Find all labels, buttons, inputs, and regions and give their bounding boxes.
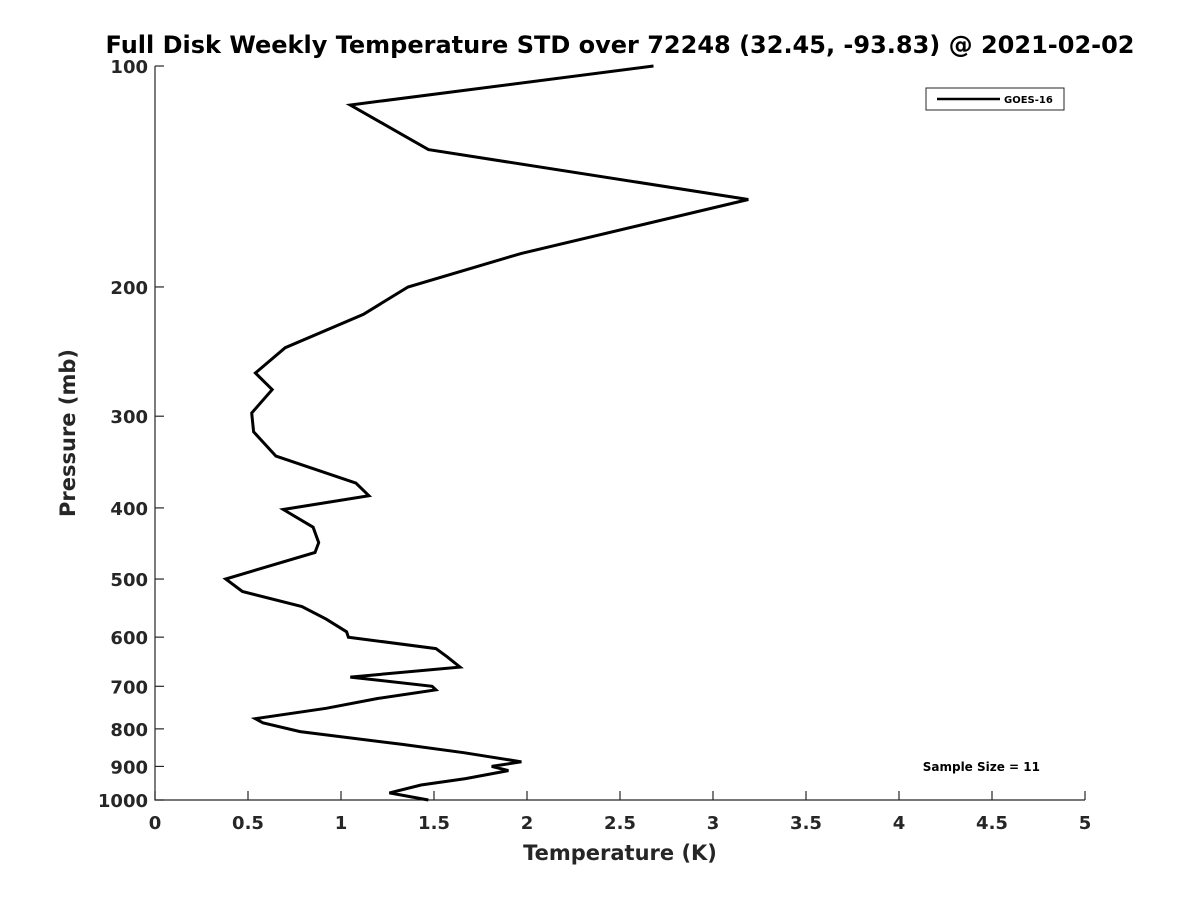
plot-area — [154, 66, 1085, 801]
chart-title: Full Disk Weekly Temperature STD over 72… — [106, 31, 1135, 59]
y-tick-label: 600 — [110, 628, 148, 649]
x-tick-label: 5 — [1079, 813, 1092, 834]
y-tick-label: 300 — [110, 407, 148, 428]
y-tick-label: 500 — [110, 570, 148, 591]
legend-label: GOES-16 — [1004, 95, 1053, 106]
y-axis-label: Pressure (mb) — [56, 349, 80, 517]
y-tick-label: 100 — [110, 57, 148, 78]
x-tick-label: 1.5 — [418, 813, 450, 834]
y-tick-label: 1000 — [98, 791, 148, 812]
x-tick-label: 1 — [335, 813, 348, 834]
y-axis: 100 200 300 400 500 600 700 800 900 1000 — [98, 57, 164, 812]
sample-size-annotation: Sample Size = 11 — [923, 760, 1040, 774]
y-tick-label: 700 — [110, 677, 148, 698]
series-line-1 — [222, 64, 749, 802]
y-tick-label: 200 — [110, 278, 148, 299]
x-tick-label: 4 — [893, 813, 906, 834]
y-tick-label: 800 — [110, 720, 148, 741]
x-axis: 0 0.5 1 1.5 2 2.5 3 3.5 4 4.5 5 — [149, 791, 1092, 834]
x-tick-label: 2.5 — [604, 813, 636, 834]
legend: GOES-16 — [925, 87, 1065, 111]
x-tick-label: 2 — [521, 813, 534, 834]
y-tick-label: 900 — [110, 757, 148, 778]
x-tick-label: 3.5 — [790, 813, 822, 834]
x-tick-label: 0 — [149, 813, 162, 834]
series-layer — [222, 64, 749, 802]
x-axis-label: Temperature (K) — [523, 841, 717, 865]
axes-lines — [154, 66, 1085, 801]
x-tick-label: 0.5 — [232, 813, 264, 834]
x-tick-label: 4.5 — [976, 813, 1008, 834]
y-tick-label: 400 — [110, 499, 148, 520]
x-tick-label: 3 — [707, 813, 720, 834]
